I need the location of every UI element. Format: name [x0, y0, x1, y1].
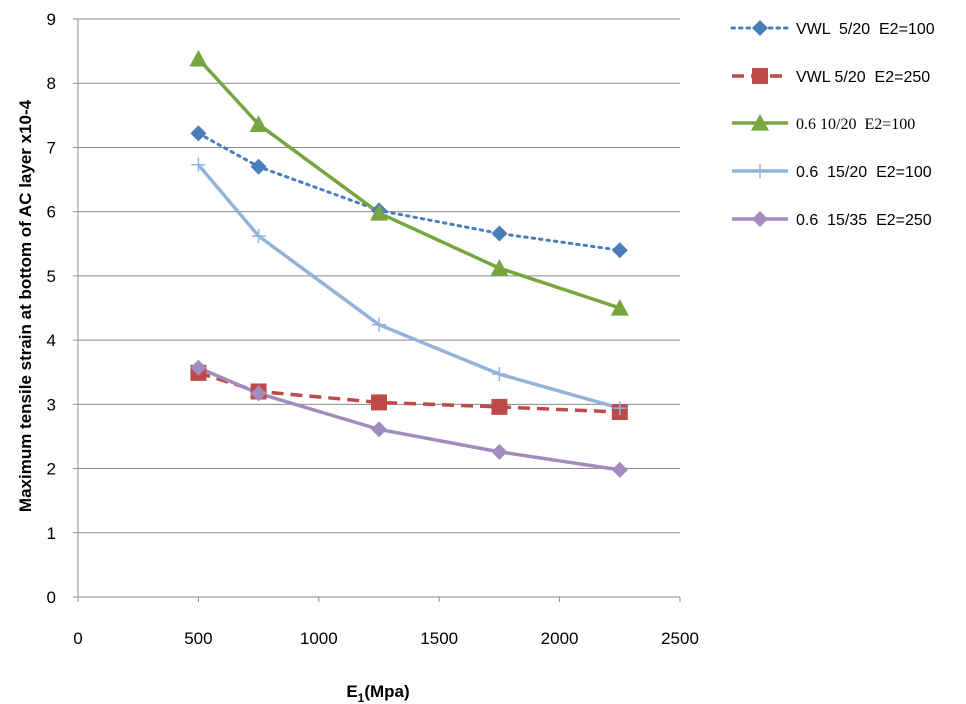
y-tick-label-5: 5: [47, 267, 56, 286]
series-lines: [196, 57, 622, 472]
series-5-point-5: [611, 461, 628, 478]
series-4-point-1: [191, 157, 206, 172]
series-5-point-4: [491, 443, 508, 460]
x-tick-label-2000: 2000: [541, 629, 579, 648]
x-axis-title-rest: (Mpa): [364, 682, 409, 701]
y-tick-label-6: 6: [47, 203, 56, 222]
legend-marker-3: [751, 114, 769, 131]
x-axis-title: E1(Mpa): [346, 682, 409, 704]
series-3-point-4: [490, 259, 509, 276]
series-3-point-1: [189, 49, 208, 67]
series-line-1: [196, 131, 622, 252]
series-4-point-4: [492, 367, 507, 382]
series-5-point-3: [371, 421, 387, 438]
y-tick-label-0: 0: [47, 588, 56, 607]
legend-label-2: VWL 5/20 E2=250: [796, 69, 930, 86]
series-3-point-2: [249, 115, 268, 132]
x-axis-title-sub: 1: [358, 691, 365, 704]
x-tick-label-1000: 1000: [300, 629, 338, 648]
series-4-point-5: [612, 401, 627, 416]
legend-marker-1: [752, 20, 768, 36]
series-4-point-3: [372, 317, 386, 332]
legend-label-3: 0.6 10/20 E2=100: [796, 116, 915, 133]
series-1-point-4: [491, 225, 508, 242]
legend-marker-2: [752, 68, 768, 84]
x-tick-label-500: 500: [184, 629, 212, 648]
series-5-point-1: [190, 359, 207, 376]
series-3-point-3: [370, 203, 388, 221]
series-markers: [189, 49, 629, 478]
series-1-point-2: [250, 158, 267, 175]
legend-marker-5: [752, 211, 768, 227]
y-tick-label-1: 1: [47, 524, 56, 543]
y-axis-title: Maximum tensile strain at bottom of AC l…: [16, 99, 35, 512]
y-tick-label-2: 2: [47, 460, 56, 479]
axes: [73, 18, 681, 602]
series-5-point-2: [250, 385, 267, 402]
y-tick-label-3: 3: [47, 395, 56, 414]
x-axis-title-main: E: [346, 682, 357, 701]
y-tick-label-9: 9: [47, 10, 56, 29]
legend-marker-4: [753, 164, 767, 178]
series-1-point-1: [190, 125, 207, 142]
y-tick-label-8: 8: [47, 74, 56, 93]
series-line-3: [197, 57, 621, 310]
y-tick-label-4: 4: [47, 331, 56, 350]
legend-label-5: 0.6 15/35 E2=250: [796, 212, 932, 229]
legend: VWL 5/20 E2=100 VWL 5/20 E2=250 0.6 10/20 …: [730, 20, 935, 229]
legend-label-1: VWL 5/20 E2=100: [796, 21, 935, 38]
series-2-point-3: [371, 394, 387, 411]
x-tick-label-0: 0: [73, 629, 82, 648]
x-tick-label-1500: 1500: [420, 629, 458, 648]
x-tick-label-2500: 2500: [661, 629, 699, 648]
grid-lines: [78, 18, 680, 534]
tick-labels: 0 1 2 3 4 5 6 7 8 9 0 500 1000 1500 2000 2500: [47, 10, 699, 648]
series-2-point-4: [491, 398, 508, 415]
legend-label-4: 0.6 15/20 E2=100: [796, 164, 932, 181]
series-line-5: [197, 366, 621, 472]
series-1-point-5: [611, 242, 628, 259]
y-tick-label-7: 7: [47, 138, 56, 157]
series-4-point-2: [251, 229, 266, 244]
series-3-point-5: [610, 299, 629, 316]
